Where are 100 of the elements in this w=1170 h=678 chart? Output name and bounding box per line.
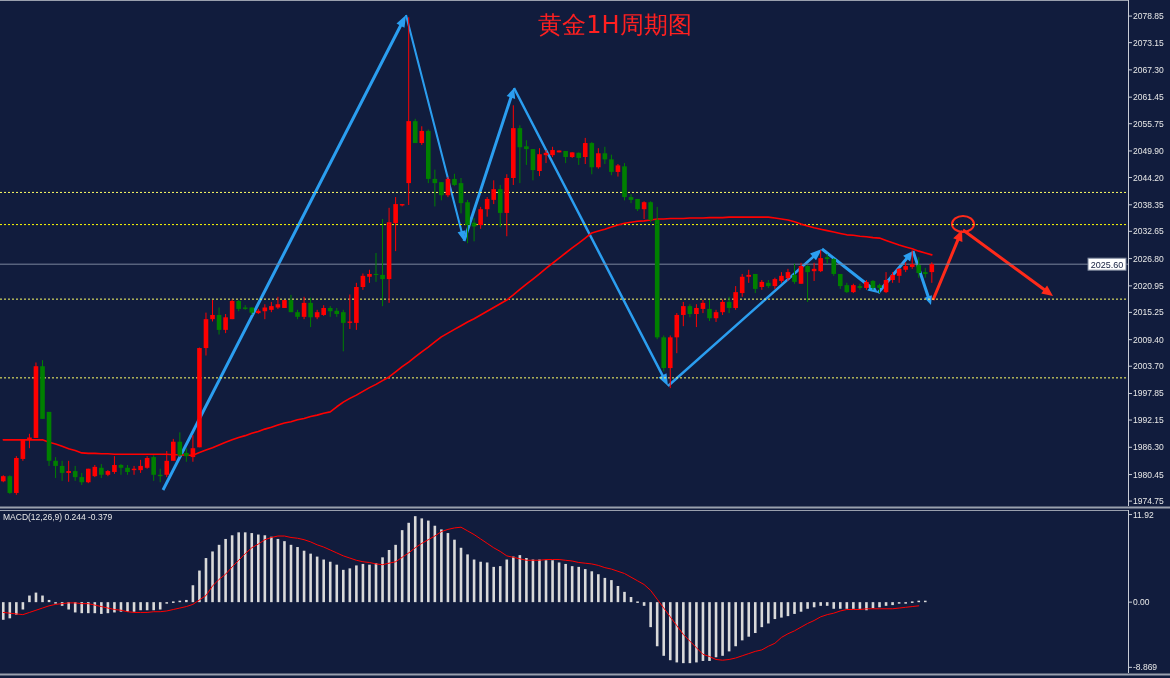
candlestick (347, 293, 353, 330)
bar (152, 602, 155, 611)
candlestick (439, 181, 444, 201)
y-tick-label: 2073.15 (1133, 37, 1164, 48)
bar (453, 539, 456, 603)
candlestick (308, 297, 313, 328)
candlestick (707, 299, 712, 322)
bar (498, 566, 502, 603)
candlestick (380, 218, 385, 307)
candlestick (792, 263, 797, 285)
bar (597, 574, 600, 603)
text: 黄金1H周期图 (538, 11, 692, 39)
candlestick (524, 139, 529, 166)
bar (734, 602, 737, 647)
candlestick (628, 193, 634, 204)
bar (767, 602, 770, 624)
bar (328, 561, 332, 603)
y-tick-label: -8.869 (1133, 662, 1158, 673)
bar (126, 602, 129, 612)
candlestick (491, 179, 496, 205)
bar (283, 541, 286, 603)
bar (753, 602, 757, 634)
bar (368, 564, 371, 603)
bar (80, 602, 84, 614)
candlestick (223, 313, 228, 334)
bar (394, 544, 397, 603)
candlestick (681, 301, 686, 327)
line-series (2, 526, 920, 661)
bar (237, 532, 240, 603)
candlestick (909, 249, 915, 270)
candlestick (66, 460, 71, 483)
candlestick (805, 264, 810, 303)
bar (1, 602, 5, 620)
y-tick-label: 1997.85 (1133, 388, 1164, 399)
bar (780, 602, 783, 618)
bar (721, 602, 724, 656)
bar (270, 536, 273, 603)
y-tick-label: 2078.85 (1133, 11, 1164, 22)
bar (211, 551, 214, 603)
bar (257, 534, 260, 603)
bar (891, 602, 894, 606)
candlestick (275, 296, 281, 310)
bar (250, 533, 254, 603)
y-tick-label: 2003.70 (1133, 361, 1164, 372)
bar (381, 557, 384, 603)
candlestick (419, 125, 425, 146)
y-tick-label: 2044.20 (1133, 172, 1164, 183)
bar (649, 602, 652, 628)
bar (224, 538, 227, 603)
bar (139, 602, 142, 611)
bar (505, 559, 509, 603)
y-tick-label: 1992.15 (1133, 415, 1164, 426)
bar (793, 602, 796, 614)
y-tick-label: 2067.30 (1133, 64, 1164, 75)
bar (564, 563, 567, 603)
bar (551, 560, 554, 603)
candlestick (118, 463, 124, 476)
bar (838, 602, 842, 609)
chart-title: MACD(12,26,9) 0.244 -0.379 (3, 512, 113, 522)
bar (832, 602, 836, 609)
y-tick-label: 2020.95 (1133, 280, 1164, 291)
bar (583, 569, 587, 603)
bar (878, 602, 881, 608)
bar (335, 564, 339, 603)
candlestick (694, 303, 699, 328)
bar (590, 571, 594, 603)
candlestick (465, 199, 470, 244)
candlestick (537, 147, 542, 177)
bar (852, 602, 855, 609)
bar (342, 569, 345, 603)
bar (819, 602, 822, 606)
bar (747, 602, 751, 637)
ref-line-label: 2025.60 (1090, 259, 1124, 270)
candlestick (393, 196, 398, 252)
candlestick (916, 256, 922, 279)
bar (427, 520, 430, 603)
y-tick-label: 1986.30 (1133, 442, 1164, 453)
bar (185, 599, 188, 603)
bar (158, 602, 162, 610)
y-tick-label: 2049.90 (1133, 145, 1164, 156)
bar (100, 602, 103, 614)
bar (668, 602, 672, 661)
bar (355, 565, 358, 603)
candlestick (648, 200, 653, 223)
bar (413, 516, 417, 603)
bar (695, 602, 698, 663)
y-tick-label: 11.92 (1133, 509, 1154, 520)
bar (198, 570, 201, 603)
bar (492, 566, 495, 603)
bar (113, 602, 116, 613)
candlestick (412, 118, 418, 144)
bar (407, 522, 410, 603)
candlestick (478, 206, 483, 230)
bar (479, 561, 482, 603)
bar (512, 556, 515, 603)
y-tick-label: 0.00 (1133, 597, 1150, 608)
bar (623, 591, 626, 603)
bar (682, 602, 685, 664)
bar (662, 602, 666, 656)
y-tick-label: 2038.35 (1133, 199, 1164, 210)
